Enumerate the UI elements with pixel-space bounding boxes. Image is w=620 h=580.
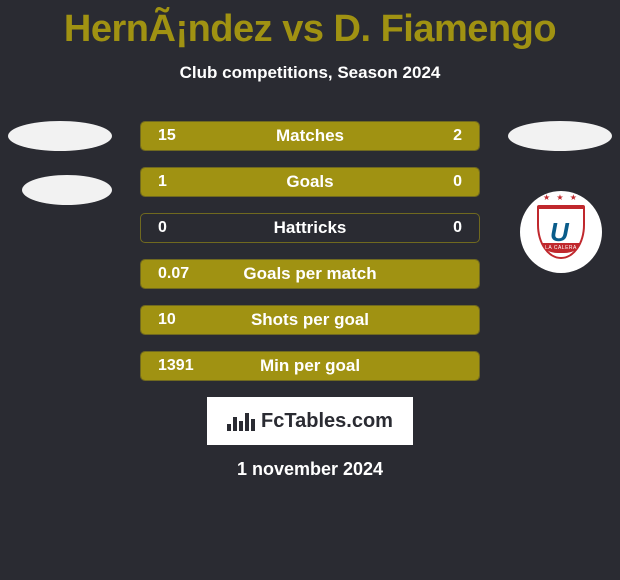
fctables-watermark: FcTables.com: [207, 397, 413, 445]
stat-value-left: 0: [158, 213, 167, 243]
stat-row: Shots per goal10: [10, 305, 610, 335]
stat-label: Matches: [140, 121, 480, 151]
stat-label: Goals per match: [140, 259, 480, 289]
page-subtitle: Club competitions, Season 2024: [0, 63, 620, 83]
badge-band: LA CALERA: [542, 243, 580, 253]
stat-row: Min per goal1391: [10, 351, 610, 381]
stat-label: Shots per goal: [140, 305, 480, 335]
stat-row: Hattricks0 0: [10, 213, 610, 243]
stat-value-left: 15: [158, 121, 176, 151]
stats-area: ★ ★ ★ U LA CALERA Matches152Goals10Hattr…: [0, 121, 620, 381]
stat-value-left: 1391: [158, 351, 194, 381]
stat-value-right: 0: [453, 213, 462, 243]
stat-row: Goals per match0.07: [10, 259, 610, 289]
page-title: HernÃ¡ndez vs D. Fiamengo: [0, 0, 620, 51]
stat-label: Hattricks: [140, 213, 480, 243]
stat-value-left: 0.07: [158, 259, 189, 289]
fctables-text: FcTables.com: [261, 410, 393, 433]
stat-value-left: 10: [158, 305, 176, 335]
footer-date: 1 november 2024: [0, 459, 620, 480]
fctables-logo-icon: [227, 411, 255, 431]
stat-label: Goals: [140, 167, 480, 197]
stat-row: Matches15 2: [10, 121, 610, 151]
stat-value-right: 0: [453, 167, 462, 197]
stat-value-left: 1: [158, 167, 167, 197]
stat-row: Goals1 0: [10, 167, 610, 197]
stat-value-right: 2: [453, 121, 462, 151]
